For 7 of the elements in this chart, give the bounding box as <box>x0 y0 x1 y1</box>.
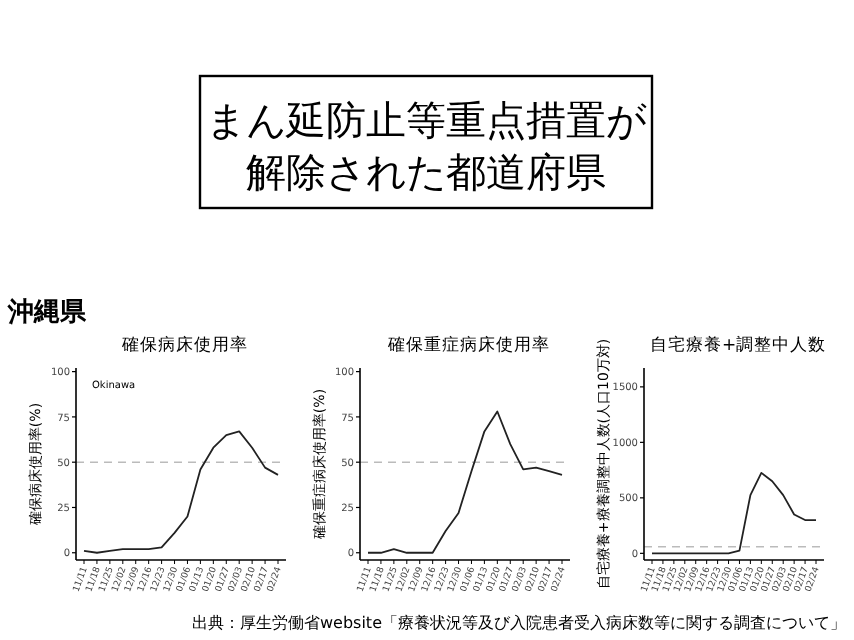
chart-title: 自宅療養+調整中人数 <box>649 334 827 356</box>
chart-title: 確保病床使用率 <box>120 334 248 356</box>
text: 解除された都道府県 <box>246 148 606 196</box>
source-note: 出典：厚生労働省website「療養状況等及び入院患者受入病床数等に関する調査について」 <box>192 614 846 632</box>
chart-title: 確保重症病床使用率 <box>386 334 550 356</box>
text: 沖縄県 <box>6 298 88 328</box>
text: まん延防止等重点措置が <box>206 96 648 144</box>
